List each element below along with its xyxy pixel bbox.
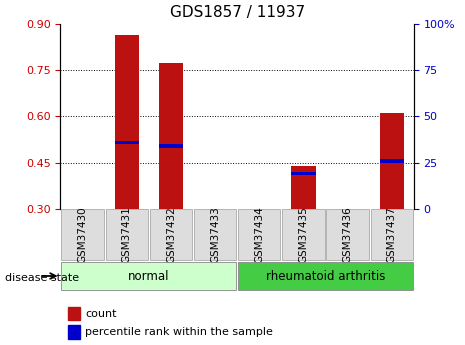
Bar xyxy=(114,35,139,209)
Text: percentile rank within the sample: percentile rank within the sample xyxy=(85,327,273,337)
Text: GSM37435: GSM37435 xyxy=(299,206,308,263)
Text: GSM37436: GSM37436 xyxy=(343,206,352,263)
Text: GSM37437: GSM37437 xyxy=(387,206,397,263)
Bar xyxy=(67,307,80,320)
Text: GSM37431: GSM37431 xyxy=(122,206,132,263)
Bar xyxy=(291,166,316,209)
Text: count: count xyxy=(85,309,117,319)
Text: disease state: disease state xyxy=(5,273,79,283)
Text: GSM37432: GSM37432 xyxy=(166,206,176,263)
Bar xyxy=(379,114,404,209)
Text: rheumatoid arthritis: rheumatoid arthritis xyxy=(266,269,385,283)
FancyBboxPatch shape xyxy=(61,209,104,260)
Bar xyxy=(159,144,183,148)
FancyBboxPatch shape xyxy=(371,209,413,260)
Title: GDS1857 / 11937: GDS1857 / 11937 xyxy=(170,5,305,20)
FancyBboxPatch shape xyxy=(238,209,280,260)
Text: GSM37430: GSM37430 xyxy=(78,206,87,263)
Bar xyxy=(291,171,316,175)
FancyBboxPatch shape xyxy=(326,209,369,260)
FancyBboxPatch shape xyxy=(282,209,325,260)
Bar xyxy=(67,325,80,338)
Bar xyxy=(159,62,183,209)
FancyBboxPatch shape xyxy=(150,209,192,260)
FancyBboxPatch shape xyxy=(106,209,148,260)
Text: GSM37434: GSM37434 xyxy=(254,206,264,263)
FancyBboxPatch shape xyxy=(194,209,236,260)
FancyBboxPatch shape xyxy=(238,262,413,290)
Text: normal: normal xyxy=(128,269,170,283)
Bar xyxy=(379,159,404,163)
Bar xyxy=(114,141,139,145)
FancyBboxPatch shape xyxy=(61,262,236,290)
Text: GSM37433: GSM37433 xyxy=(210,206,220,263)
